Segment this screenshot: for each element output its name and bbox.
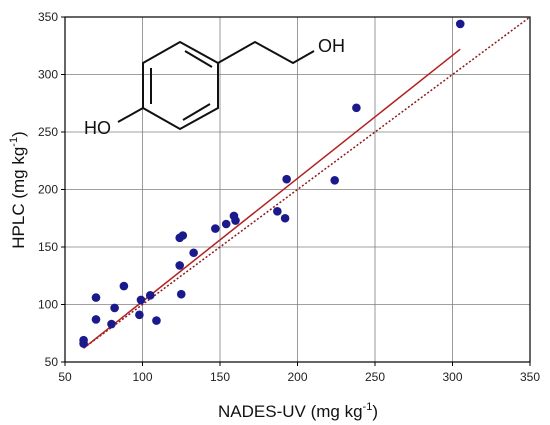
data-point (79, 339, 88, 348)
ring-inner-bond-1 (184, 50, 213, 68)
y-tick-label: 150 (38, 240, 58, 254)
data-point (221, 219, 231, 229)
ring-inner-bond-2 (182, 103, 211, 121)
molecule-oh-label: OH (318, 36, 345, 56)
y-axis-title-exponent: -1 (8, 137, 20, 147)
x-tick-label: 100 (132, 370, 152, 384)
regression-line (83, 48, 461, 349)
data-point (91, 293, 101, 302)
data-point (175, 261, 184, 270)
y-tick-label: 300 (38, 68, 58, 82)
y-axis-title-close: ) (9, 131, 28, 137)
x-axis-title-close: ) (372, 402, 378, 421)
molecule-ho-label: HO (84, 118, 111, 138)
y-tick-label: 250 (38, 125, 58, 139)
data-point (107, 319, 116, 329)
data-point (280, 213, 290, 223)
y-axis-title: HPLC (mg kg-1) (8, 131, 28, 248)
data-point (136, 295, 146, 305)
x-axis-title: NADES-UV (mg kg-1) (218, 401, 378, 421)
y-axis-title-text: HPLC (mg kg (9, 147, 28, 249)
lines (83, 16, 531, 349)
x-axis-ticks: 50 100 150 200 250 300 350 (58, 362, 540, 384)
data-point (455, 19, 465, 29)
benzene-ring (142, 40, 219, 131)
data-point (110, 303, 119, 313)
x-tick-label: 300 (442, 370, 462, 384)
identity-line (83, 16, 531, 349)
x-tick-label: 200 (287, 370, 307, 384)
data-points (79, 19, 465, 348)
y-tick-label: 350 (38, 10, 58, 24)
data-point (91, 315, 101, 324)
y-tick-label: 50 (45, 355, 59, 369)
data-point (282, 174, 291, 184)
data-point (135, 310, 144, 320)
x-tick-label: 350 (520, 370, 540, 384)
ethyl-chain (217, 40, 315, 65)
data-point (145, 291, 155, 300)
molecule-structure: OH HO (84, 36, 345, 138)
data-point (189, 248, 198, 258)
x-tick-label: 50 (58, 370, 72, 384)
data-point (176, 289, 186, 299)
y-tick-label: 100 (38, 298, 58, 312)
data-point (273, 207, 282, 216)
data-point (152, 316, 161, 325)
x-tick-label: 250 (365, 370, 385, 384)
data-point (330, 176, 340, 185)
data-point (211, 224, 220, 233)
x-axis-title-exponent: -1 (363, 401, 373, 413)
hydroxyl-bond (117, 107, 144, 123)
data-point (231, 216, 240, 225)
data-point (352, 103, 361, 113)
data-point (178, 231, 188, 240)
x-axis-title-text: NADES-UV (mg kg (218, 402, 363, 421)
x-tick-label: 150 (210, 370, 230, 384)
y-axis-ticks: 50 100 150 200 250 300 350 (38, 10, 65, 369)
data-point (119, 281, 129, 291)
y-tick-label: 200 (38, 183, 58, 197)
